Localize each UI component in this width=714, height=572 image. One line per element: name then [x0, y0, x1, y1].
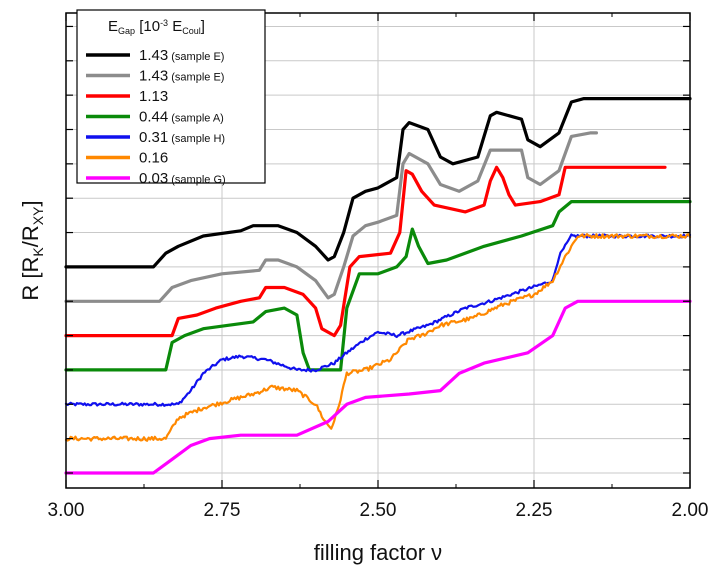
- legend-label: 1.43 (sample E): [139, 68, 224, 85]
- y-axis-title: R [RK/RXY]: [18, 200, 46, 300]
- legend-label: 0.44 (sample A): [139, 109, 224, 126]
- legend-sample: (sample E): [168, 51, 224, 63]
- legend-label: 0.16: [139, 150, 168, 167]
- series-line-5: [64, 233, 692, 442]
- legend-value: 1.13: [139, 88, 168, 105]
- x-axis-title: filling factor ν: [314, 540, 442, 565]
- series-line-0: [64, 97, 692, 269]
- legend-title-mid: [10: [135, 18, 160, 35]
- x-tick-label: 2.00: [672, 500, 709, 521]
- legend-value: 0.44: [139, 109, 168, 126]
- legend-sample: (sample A): [168, 113, 224, 125]
- legend-value: 0.03: [139, 170, 168, 187]
- legend-title-sup: -3: [160, 18, 168, 28]
- series-line-6: [64, 299, 692, 475]
- legend-sample: (sample E): [168, 72, 224, 84]
- legend-title-base: E: [108, 18, 118, 35]
- legend-title-sub2: Coul: [182, 26, 201, 36]
- x-tick-label: 2.50: [360, 500, 397, 521]
- legend-value: 1.43: [139, 47, 168, 64]
- y-axis-title-base: R [R: [18, 257, 43, 301]
- legend-label: 0.31 (sample H): [139, 129, 225, 146]
- x-tick-labels: 3.00 2.75 2.50 2.25 2.00: [48, 500, 709, 521]
- axis-ticks: [65, 13, 691, 488]
- series-group: [64, 97, 692, 475]
- legend-label: 1.43 (sample E): [139, 47, 224, 64]
- legend: EGap [10-3 ECoul] 1.43 (sample E)1.43 (s…: [76, 9, 266, 187]
- y-axis-title-mid: /R: [18, 225, 43, 247]
- legend-value: 0.31: [139, 129, 168, 146]
- x-tick-label: 2.25: [516, 500, 553, 521]
- legend-title: EGap [10-3 ECoul]: [108, 18, 205, 36]
- legend-title-end: ]: [201, 18, 205, 35]
- x-tick-label: 2.75: [204, 500, 241, 521]
- series-line-3: [64, 200, 692, 372]
- series-line-1: [64, 131, 598, 303]
- y-axis-title-sub2: XY: [30, 206, 46, 225]
- legend-label: 0.03 (sample G): [139, 170, 226, 187]
- legend-label: 1.13: [139, 88, 168, 105]
- legend-title-mid2: E: [168, 18, 182, 35]
- series-line-2: [64, 165, 667, 338]
- y-axis-title-sub1: K: [30, 247, 46, 257]
- legend-sample: (sample H): [168, 133, 225, 145]
- legend-items: 1.43 (sample E)1.43 (sample E)1.130.44 (…: [86, 47, 226, 187]
- legend-value: 0.16: [139, 150, 168, 167]
- legend-sample: (sample G): [168, 174, 225, 186]
- x-tick-label: 3.00: [48, 500, 85, 521]
- legend-title-sub1: Gap: [118, 26, 135, 36]
- legend-value: 1.43: [139, 68, 168, 85]
- y-axis-title-end: ]: [18, 200, 43, 206]
